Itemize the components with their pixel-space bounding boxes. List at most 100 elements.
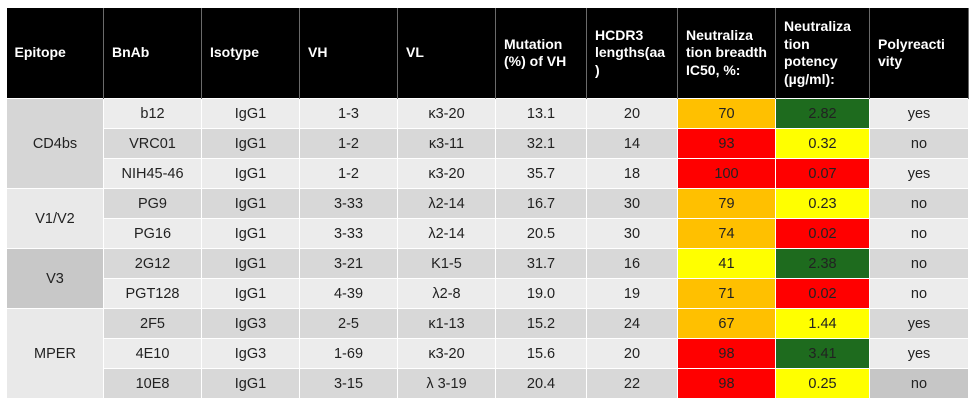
- mutation-cell: 16.7: [495, 188, 587, 219]
- hcdr3-cell: 22: [586, 368, 678, 399]
- potency-cell: 0.07: [775, 158, 870, 189]
- mutation-cell: 31.7: [495, 248, 587, 279]
- header-mutation: Mutation (%) of VH: [495, 8, 587, 99]
- vh-cell: 4-39: [299, 278, 398, 309]
- epitope-cell: CD4bs: [6, 98, 104, 189]
- bnab-cell: PG16: [103, 218, 202, 249]
- vh-cell: 3-15: [299, 368, 398, 399]
- header-breadth: Neutraliza tion breadth IC50, %:: [677, 8, 776, 99]
- mutation-cell: 20.5: [495, 218, 587, 249]
- vl-cell: λ2-14: [397, 218, 496, 249]
- potency-cell: 2.38: [775, 248, 870, 279]
- hcdr3-cell: 14: [586, 128, 678, 159]
- header-epitope: Epitope: [6, 8, 104, 99]
- table-row: NIH45-46 IgG1 1-2 κ3-20 35.7 18 100 0.07 yes: [7, 158, 969, 189]
- bnab-cell: 10E8: [103, 368, 202, 399]
- potency-cell: 0.02: [775, 218, 870, 249]
- vh-cell: 1-2: [299, 158, 398, 189]
- table-row: VRC01 IgG1 1-2 κ3-11 32.1 14 93 0.32 no: [7, 128, 969, 159]
- breadth-cell: 93: [677, 128, 776, 159]
- polyreactivity-cell: yes: [869, 158, 969, 189]
- table-row: 10E8 IgG1 3-15 λ 3-19 20.4 22 98 0.25 no: [7, 368, 969, 399]
- breadth-cell: 41: [677, 248, 776, 279]
- potency-cell: 0.23: [775, 188, 870, 219]
- table-row: MPER 2F5 IgG3 2-5 κ1-13 15.2 24 67 1.44 yes: [6, 308, 969, 399]
- polyreactivity-cell: no: [869, 278, 969, 309]
- vl-cell: λ2-8: [397, 278, 496, 309]
- vh-cell: 1-3: [299, 98, 398, 129]
- hcdr3-cell: 24: [586, 308, 678, 339]
- polyreactivity-cell: no: [869, 248, 969, 279]
- isotype-cell: IgG1: [201, 218, 300, 249]
- vl-cell: λ2-14: [397, 188, 496, 219]
- isotype-cell: IgG1: [201, 98, 300, 129]
- mutation-cell: 15.2: [495, 308, 587, 339]
- isotype-cell: IgG1: [201, 368, 300, 399]
- bnab-cell: 2F5: [103, 308, 202, 339]
- polyreactivity-cell: yes: [869, 308, 969, 339]
- mutation-cell: 32.1: [495, 128, 587, 159]
- isotype-cell: IgG1: [201, 158, 300, 189]
- vl-cell: κ1-13: [397, 308, 496, 339]
- bnab-cell: b12: [103, 98, 202, 129]
- breadth-cell: 98: [677, 368, 776, 399]
- breadth-cell: 67: [677, 308, 776, 339]
- vh-cell: 3-33: [299, 188, 398, 219]
- potency-cell: 2.82: [775, 98, 870, 129]
- vl-cell: κ3-11: [397, 128, 496, 159]
- vh-cell: 2-5: [299, 308, 398, 339]
- table-row: V3 2G12 IgG1 3-21 K1-5 31.7 16 41 2.38 no: [6, 248, 969, 309]
- mutation-cell: 15.6: [495, 338, 587, 369]
- mutation-cell: 35.7: [495, 158, 587, 189]
- epitope-cell: V1/V2: [6, 188, 104, 249]
- isotype-cell: IgG1: [201, 188, 300, 219]
- hcdr3-cell: 20: [586, 338, 678, 369]
- hcdr3-cell: 30: [586, 218, 678, 249]
- table-row: 4E10 IgG3 1-69 κ3-20 15.6 20 98 3.41 yes: [7, 338, 969, 369]
- header-isotype: Isotype: [201, 8, 300, 99]
- hcdr3-cell: 16: [586, 248, 678, 279]
- hcdr3-cell: 18: [586, 158, 678, 189]
- table-row: CD4bs b12 IgG1 1-3 κ3-20 13.1 20 70 2.82 yes: [6, 98, 969, 189]
- bnab-cell: VRC01: [103, 128, 202, 159]
- isotype-cell: IgG1: [201, 248, 300, 279]
- vl-cell: κ3-20: [397, 158, 496, 189]
- table-row: V1/V2 PG9 IgG1 3-33 λ2-14 16.7 30 79 0.23 no: [6, 188, 969, 249]
- isotype-cell: IgG1: [201, 278, 300, 309]
- polyreactivity-cell: no: [869, 218, 969, 249]
- polyreactivity-cell: yes: [869, 98, 969, 129]
- vh-cell: 3-33: [299, 218, 398, 249]
- isotype-cell: IgG3: [201, 338, 300, 369]
- potency-cell: 0.02: [775, 278, 870, 309]
- header-potency: Neutraliza tion potency (µg/ml):: [775, 8, 870, 99]
- polyreactivity-cell: no: [869, 188, 969, 219]
- mutation-cell: 20.4: [495, 368, 587, 399]
- hcdr3-cell: 30: [586, 188, 678, 219]
- breadth-cell: 100: [677, 158, 776, 189]
- isotype-cell: IgG1: [201, 128, 300, 159]
- header-vh: VH: [299, 8, 398, 99]
- antibody-table-container: Epitope BnAb Isotype VH VL Mutation (%) …: [6, 8, 969, 399]
- breadth-cell: 98: [677, 338, 776, 369]
- epitope-cell: V3: [6, 248, 104, 309]
- header-vl: VL: [397, 8, 496, 99]
- bnab-cell: 2G12: [103, 248, 202, 279]
- vl-cell: κ3-20: [397, 98, 496, 129]
- breadth-cell: 79: [677, 188, 776, 219]
- bnab-cell: 4E10: [103, 338, 202, 369]
- header-row: Epitope BnAb Isotype VH VL Mutation (%) …: [6, 8, 969, 99]
- epitope-cell: MPER: [6, 308, 104, 399]
- hcdr3-cell: 20: [586, 98, 678, 129]
- table-body: CD4bs b12 IgG1 1-3 κ3-20 13.1 20 70 2.82 yes VRC01…: [6, 98, 969, 399]
- isotype-cell: IgG3: [201, 308, 300, 339]
- vh-cell: 1-69: [299, 338, 398, 369]
- bnab-cell: PG9: [103, 188, 202, 219]
- vh-cell: 1-2: [299, 128, 398, 159]
- polyreactivity-cell: yes: [869, 338, 969, 369]
- potency-cell: 1.44: [775, 308, 870, 339]
- vl-cell: λ 3-19: [397, 368, 496, 399]
- header-bnab: BnAb: [103, 8, 202, 99]
- table-row: PG16 IgG1 3-33 λ2-14 20.5 30 74 0.02 no: [7, 218, 969, 249]
- antibody-table: Epitope BnAb Isotype VH VL Mutation (%) …: [6, 8, 969, 399]
- breadth-cell: 71: [677, 278, 776, 309]
